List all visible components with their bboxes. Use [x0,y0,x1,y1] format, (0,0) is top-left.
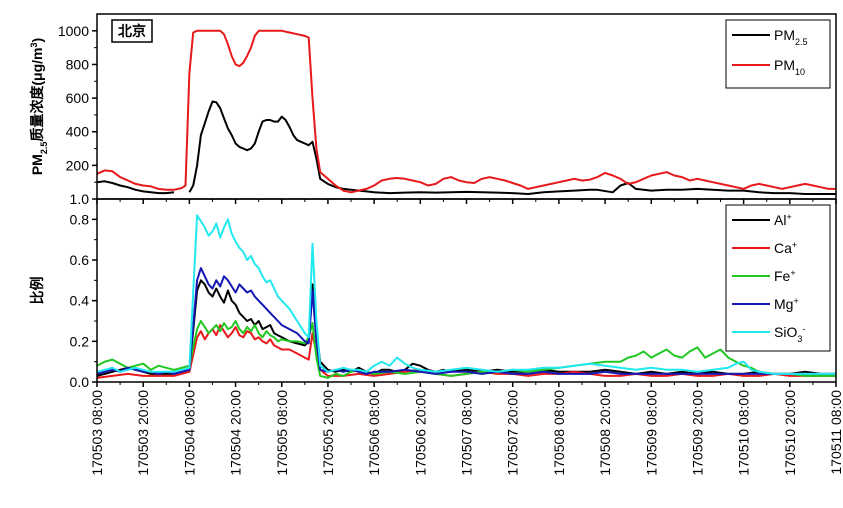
y-tick-label-top-2: 400 [66,124,90,140]
y-tick-label-top-1: 200 [66,157,90,173]
ratio-panel: 0.0 0.2 0.4 0.6 0.8 170503 08:00 170503 20:00 1… [29,198,843,476]
legend-label-bottom-1: Ca+ [774,240,797,256]
y-tick-label-bottom-4: 0.8 [70,211,90,227]
x-tick-label-6: 170506 08:00 [366,390,382,476]
pm-concentration-panel: 1.0 200 400 600 800 1000 PM2.5质量浓度(μg/m3) 北京 PM2… [29,13,837,207]
y-tick-label-bottom-2: 0.4 [70,293,90,309]
series-line-top-1 [96,29,836,194]
x-tick-label-8: 170507 08:00 [459,390,475,476]
x-tick-label-7: 170506 20:00 [412,390,428,476]
y-axis-label-top: PM2.5质量浓度(μg/m3) [29,38,49,175]
panel-label-box [111,19,153,43]
y-tick-label-top-0: 1.0 [70,191,90,207]
y-tick-label-top-5: 1000 [58,23,89,39]
x-tick-label-10: 170508 08:00 [551,390,567,476]
legend-label-bottom-2: Fe+ [774,268,796,284]
x-tick-label-5: 170505 20:00 [320,390,336,476]
x-tick-label-11: 170508 20:00 [597,390,613,476]
y-axis-label-bottom: 比例 [29,277,45,305]
legend-label-top-0: PM2.5 [774,27,808,47]
series-line-bottom-2 [96,320,836,379]
series-line-bottom-0 [96,279,836,377]
x-tick-label-0: 170503 08:00 [89,390,105,476]
x-tick-label-9: 170507 20:00 [505,390,521,476]
x-tick-label-2: 170504 08:00 [181,390,197,476]
x-tick-label-4: 170505 08:00 [274,390,290,476]
x-tick-label-16: 170511 08:00 [828,390,843,475]
x-tick-label-13: 170509 20:00 [689,390,705,476]
legend-label-bottom-4: SiO3- [774,324,805,344]
series-line-bottom-3 [96,267,836,375]
panel-label-text: 北京 [118,23,146,39]
legend-box-bottom [725,204,831,352]
y-tick-label-top-3: 600 [66,90,90,106]
y-tick-label-top-4: 800 [66,56,90,72]
x-tick-label-14: 170510 08:00 [736,390,752,476]
series-line-bottom-4 [96,214,836,375]
legend-label-top-1: PM10 [774,57,805,77]
legend-label-bottom-3: Mg+ [774,296,799,312]
x-tick-label-1: 170503 20:00 [135,390,151,476]
x-tick-label-12: 170509 08:00 [643,390,659,476]
x-tick-label-15: 170510 20:00 [782,390,798,476]
plot-frame-top [96,13,837,200]
y-tick-label-bottom-1: 0.2 [70,333,90,349]
y-tick-label-bottom-3: 0.6 [70,252,90,268]
legend-label-bottom-0: Al+ [774,212,792,228]
legend-box-top [725,19,831,89]
series-line-top-0 [96,100,836,195]
x-tick-label-3: 170504 20:00 [228,390,244,476]
y-tick-label-bottom-0: 0.0 [70,374,90,390]
